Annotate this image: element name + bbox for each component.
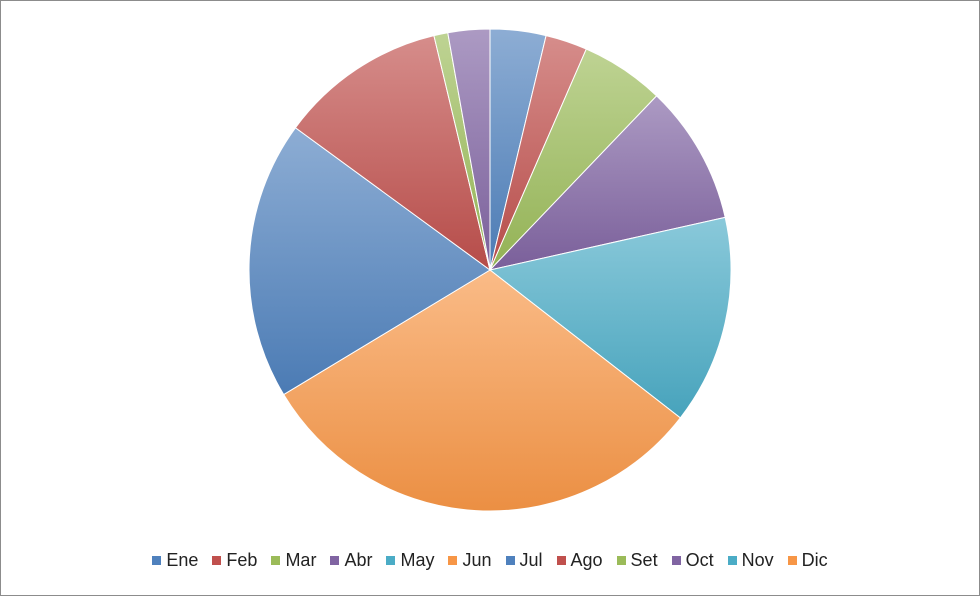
pie-slice-jul bbox=[248, 127, 491, 396]
legend-label: Feb bbox=[226, 549, 258, 570]
legend-item-jun: Jun bbox=[448, 549, 492, 571]
legend-swatch bbox=[556, 555, 566, 565]
legend: Ene Feb Mar Abr May Jun Jul Ago Set Oct Nov Dic bbox=[1, 547, 979, 573]
legend-swatch bbox=[505, 555, 515, 565]
legend-label: Nov bbox=[741, 549, 774, 570]
legend-label: Jun bbox=[462, 549, 492, 570]
legend-label: Oct bbox=[685, 549, 714, 570]
legend-item-nov: Nov bbox=[727, 549, 774, 571]
legend-swatch bbox=[448, 555, 458, 565]
pie-slice-jun bbox=[282, 269, 681, 512]
pie-slices bbox=[248, 28, 732, 512]
legend-swatch bbox=[330, 555, 340, 565]
legend-swatch bbox=[727, 555, 737, 565]
legend-swatch bbox=[616, 555, 626, 565]
legend-item-abr: Abr bbox=[330, 550, 372, 571]
legend-swatch bbox=[386, 555, 396, 565]
pie-slice-ago bbox=[294, 35, 491, 272]
legend-item-feb: Feb bbox=[212, 550, 257, 571]
legend-swatch bbox=[787, 555, 797, 565]
legend-item-dic: Dic bbox=[787, 549, 828, 571]
legend-item-may: May bbox=[386, 550, 434, 571]
legend-label: Set bbox=[630, 549, 658, 570]
legend-swatch bbox=[212, 555, 222, 565]
legend-label: Abr bbox=[344, 549, 373, 570]
legend-item-ago: Ago bbox=[556, 549, 603, 571]
legend-label: Ago bbox=[570, 549, 603, 570]
pie-slice-oct bbox=[447, 28, 491, 271]
legend-label: Mar bbox=[285, 549, 317, 570]
legend-label: Dic bbox=[801, 549, 828, 570]
pie-slice-abr bbox=[488, 95, 726, 271]
legend-item-ene: Ene bbox=[152, 550, 198, 571]
legend-label: May bbox=[400, 549, 435, 570]
legend-label: Jul bbox=[519, 549, 543, 570]
legend-swatch bbox=[152, 555, 162, 565]
legend-item-oct: Oct bbox=[671, 549, 714, 571]
legend-item-mar: Mar bbox=[271, 550, 316, 571]
legend-swatch bbox=[671, 555, 681, 565]
legend-item-jul: Jul bbox=[505, 549, 543, 571]
legend-label: Ene bbox=[166, 549, 199, 570]
pie-slice-may bbox=[488, 216, 732, 419]
legend-item-set: Set bbox=[616, 549, 658, 571]
legend-swatch bbox=[271, 555, 281, 565]
